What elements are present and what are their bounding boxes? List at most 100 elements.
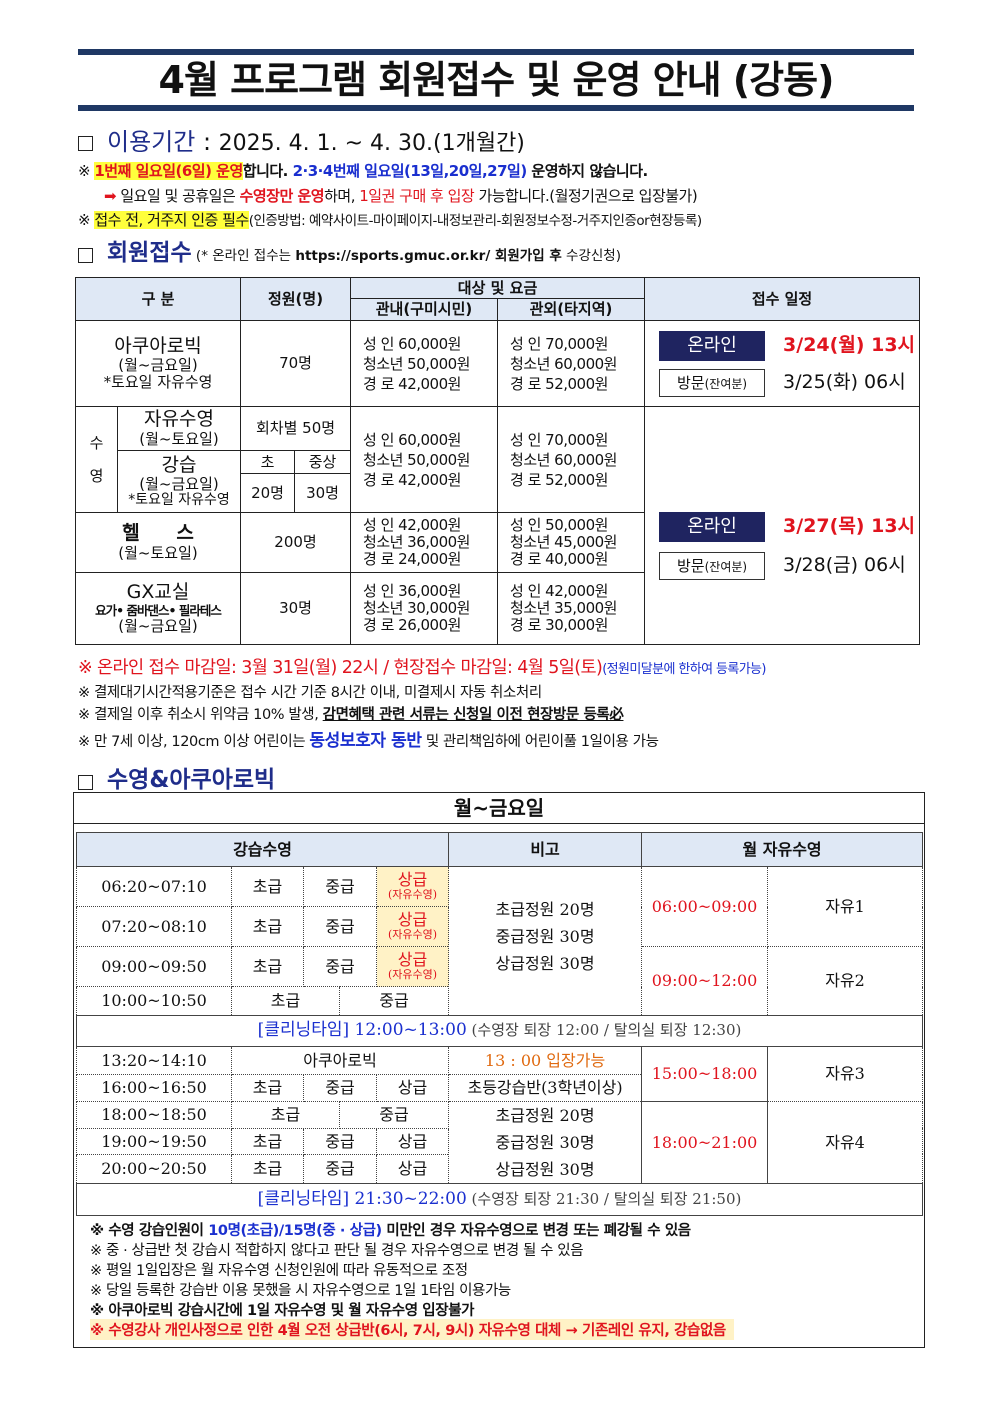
table-row: 13:20~14:10 아쿠아로빅 13 : 00 입장가능 15:00~18:… (76, 1046, 924, 1102)
note: ※ 만 7세 이상, 120cm 이상 어린이는 동성보호자 동반 및 관리책임… (78, 726, 659, 751)
remark: 초등강습반(3학년이상) (448, 1074, 643, 1102)
fee: 경 로 42,000원 (363, 374, 461, 393)
table-row: 06:20~07:10 초급 중급 상급 (자유수영) 초급정원 20명 중급정원 … (76, 866, 924, 1016)
level: 중급 (338, 986, 450, 1016)
program-name: GX교실 (126, 581, 190, 604)
fee: 청소년 35,000원 (510, 599, 617, 617)
header-monthly-free: 월 자유수영 (641, 832, 924, 867)
free-name: 자유4 (767, 1101, 924, 1184)
row-gx: GX교실 요가• 줌바댄스• 필라테스 (월~금요일) 30명 성 인 36,000… (74, 572, 920, 645)
arrow-icon: ➡ (104, 187, 117, 205)
swim-schedule-table: 강습수영 비고 월 자유수영 06:20~07:10 초급 중급 상급 (자유수영… (75, 832, 924, 1216)
program-name: 강습 (161, 453, 197, 476)
level-sub: (자유수영) (387, 968, 438, 982)
period-line: 이용기간 : 2025. 4. 1. ~ 4. 30.(1개월간) (78, 122, 525, 157)
fee: 성 인 42,000원 (363, 516, 461, 534)
cleaning-time-row: [클리닝타임] 21:30~22:00 (수영장 퇴장 21:30 / 탈의실 … (75, 1183, 924, 1216)
text: 하며, (324, 187, 360, 205)
table-row: 16:00~16:50 초급 중급 상급 초등강습반(3학년이상) (76, 1074, 923, 1102)
deadline-notice: ※ 온라인 접수 마감일: 3월 31일(월) 22시 / 현장접수 마감일: … (78, 654, 767, 679)
note: ※ 평일 1일입장은 월 자유수영 신청인원에 따라 유동적으로 조정 (90, 1263, 468, 1279)
mark: ※ (78, 162, 95, 180)
level: 상급 (375, 1153, 450, 1185)
free-time: 06:00~09:00 (641, 866, 769, 947)
cleaning-time: [클리닝타임] 12:00~13:00 (257, 1020, 467, 1041)
level-sub: (자유수영) (387, 928, 438, 942)
text: 동성보호자 동반 (309, 731, 422, 751)
free-name: 자유2 (767, 946, 924, 1016)
days: (월~금요일) (118, 356, 198, 375)
fee: 청소년 50,000원 (363, 354, 470, 373)
header-category: 구 분 (74, 277, 242, 321)
fee: 경 로 40,000원 (510, 550, 608, 568)
text: ※ 수영 강습인원이 (90, 1223, 209, 1239)
text: 합니다. (242, 162, 293, 180)
table-row: 18:00~18:50 초급 중급 초급정원 20명 중급정원 30명 상급정원 3… (76, 1101, 924, 1184)
capacity: 200명 (240, 512, 352, 573)
visit-label: 방문 (676, 556, 705, 575)
header-lesson: 강습수영 (75, 832, 450, 867)
text: 수강신청) (561, 248, 621, 264)
text: 접수 전, 거주지 인증 필수 (94, 211, 249, 229)
free-name: 자유3 (767, 1046, 924, 1102)
level: 초급 (231, 946, 304, 987)
sep: : (195, 128, 219, 156)
remark: 초급정원 20명 (495, 899, 595, 919)
level: 초급 (231, 906, 304, 947)
days-heading: 월~금요일 (74, 793, 924, 824)
fee: 청소년 30,000원 (363, 599, 470, 617)
notice-sunday: ※ 1번째 일요일(6일) 운영합니다. 2·3·4번째 일요일(13일,20일… (78, 160, 648, 181)
mark: ※ (78, 211, 95, 229)
time: 20:00~20:50 (76, 1153, 232, 1185)
section-title: 수영&아쿠아로빅 (107, 767, 276, 793)
online-date: 3/24(월) 13시 (783, 333, 916, 356)
level: 중급 (303, 1127, 377, 1155)
checkbox-icon (78, 135, 93, 151)
table-row: 19:00~19:50 초급 중급 상급 (76, 1127, 923, 1155)
signup-line: 회원접수 (* 온라인 접수는 https://sports.gmuc.or.k… (78, 233, 621, 267)
online-badge: 온라인 (659, 511, 766, 542)
checkbox-icon (78, 775, 93, 790)
text: 감면혜택 관련 서류는 신청일 이전 현장방문 등록必 (322, 707, 624, 723)
time: 18:00~18:50 (76, 1101, 232, 1129)
table-row: 20:00~20:50 초급 중급 상급 (76, 1153, 923, 1185)
text: (정원미달분에 한하여 등록가능) (602, 662, 766, 677)
free-time: 18:00~21:00 (641, 1101, 769, 1184)
level: 상급 (375, 1127, 450, 1155)
note: ※ 결제일 이후 취소시 위약금 10% 발생, 감면혜택 관련 서류는 신청일… (78, 703, 624, 724)
level: 상급 (375, 1074, 450, 1102)
note: ※ 결제대기시간적용기준은 접수 시간 기준 8시간 이내, 미결제시 자동 취… (78, 685, 542, 701)
time: 16:00~16:50 (76, 1074, 232, 1102)
note: *토요일 자유수영 (103, 373, 213, 392)
fee-table: 구 분 정원(명) 대상 및 요금 접수 일정 관내(구미시민) 관외(타지역)… (74, 277, 921, 645)
program-name: 아쿠아로빅 (114, 335, 202, 358)
text: 2·3·4번째 일요일(13일,20일,27일) (292, 162, 528, 180)
period-value: 2025. 4. 1. ~ 4. 30.(1개월간) (218, 131, 525, 156)
fee: 성 인 70,000원 (510, 430, 608, 449)
fee: 경 로 30,000원 (510, 616, 608, 634)
capacity: 30명 (294, 473, 352, 513)
fee: 경 로 42,000원 (363, 470, 461, 489)
time: 06:20~07:10 (76, 866, 232, 907)
note: ※ 아쿠아로빅 강습시간에 1일 자유수영 및 월 자유수영 입장불가 (90, 1303, 475, 1319)
visit-sub: (잔여분) (704, 376, 748, 391)
checkbox-icon (78, 248, 93, 263)
note: ※ 수영강사 개인사정으로 인한 4월 오전 상급반(6시, 7시, 9시) 자… (90, 1319, 734, 1340)
section-title: 회원접수 (107, 240, 192, 266)
signup-url-link[interactable]: https://sports.gmuc.or.kr/ (295, 248, 491, 264)
online-date: 3/27(목) 13시 (783, 514, 916, 537)
text: 1일권 구매 후 입장 (359, 187, 475, 205)
text: 회원가입 후 (490, 248, 562, 264)
program-sub: 요가• 줌바댄스• 필라테스 (95, 602, 222, 618)
remark: 초급정원 20명 (495, 1106, 595, 1125)
fee: 성 인 42,000원 (510, 582, 608, 600)
fee: 청소년 60,000원 (510, 450, 617, 469)
table-row: 09:00~09:50 초급 중급 상급 (자유수영) 09:00~12:00 자… (76, 946, 924, 1016)
row-lesson: 강습 (월~금요일) *토요일 자유수영 초 중상 (76, 450, 920, 513)
days: (월~금요일) (139, 474, 219, 493)
days: (월~토요일) (118, 543, 198, 562)
free-time: 15:00~18:00 (641, 1046, 769, 1102)
fee: 청소년 36,000원 (363, 533, 470, 551)
level: 상급 (397, 950, 428, 970)
